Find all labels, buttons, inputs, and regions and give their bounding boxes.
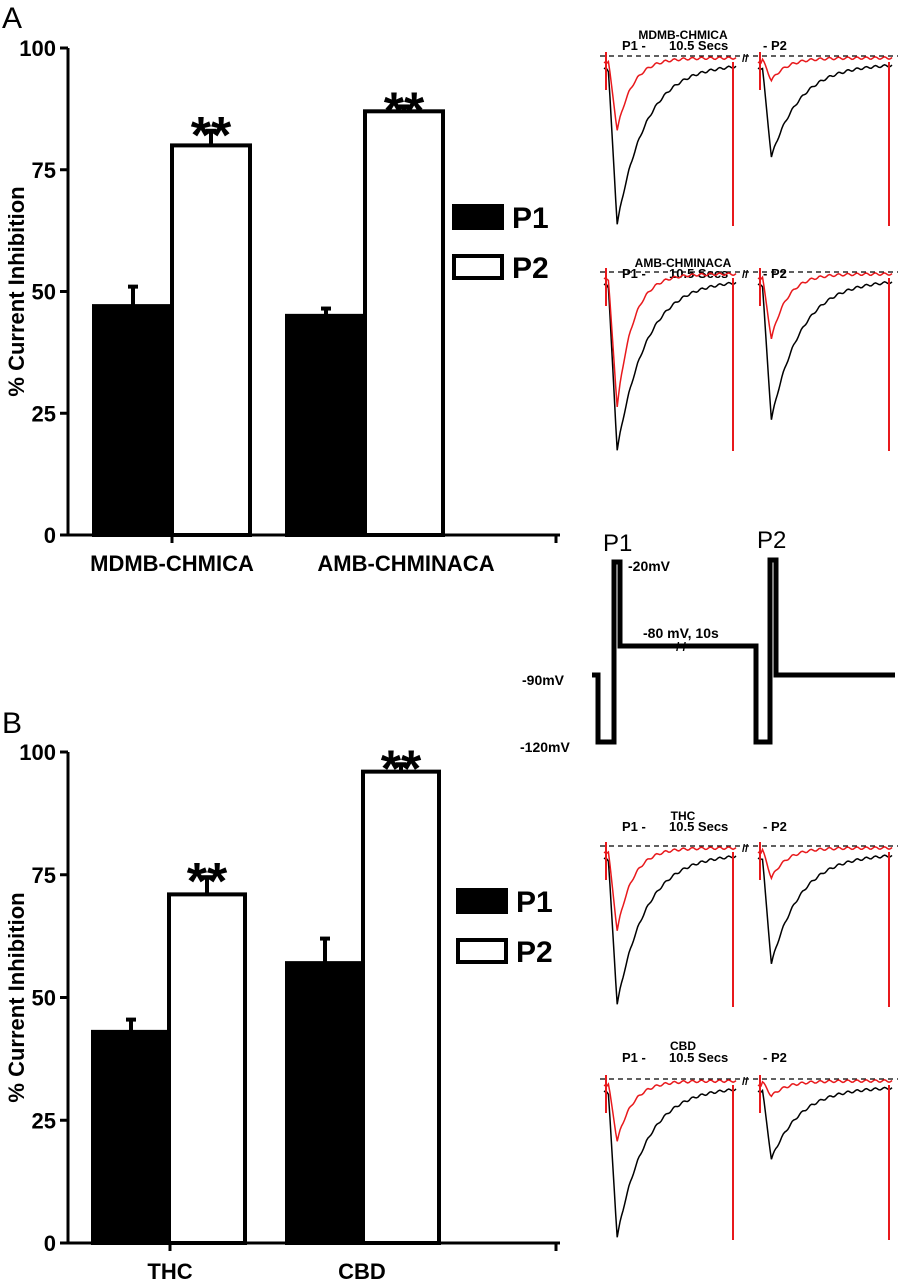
trace-p1-label: P1 - — [622, 38, 646, 53]
significance-stars: ** — [191, 107, 232, 165]
y-tick-label: 25 — [32, 401, 56, 426]
trace-p1-label: P1 - — [622, 1050, 646, 1065]
drug-trace-p2 — [757, 1078, 893, 1098]
legend-label-p1: P1 — [516, 886, 553, 919]
category-label: MDMB-CHMICA — [90, 551, 254, 576]
trace-break-mark: // — [742, 53, 748, 65]
trace-p2-label: - P2 — [763, 38, 787, 53]
control-trace-p1 — [603, 855, 737, 1005]
bar-chart-b: 0 25 50 75 100 % Current Inhibition ** THC ** CBD… — [4, 740, 560, 1280]
control-trace-p2 — [757, 280, 893, 420]
protocol-interpulse-label: -80 mV, 10s — [643, 625, 719, 641]
y-tick-label: 75 — [32, 158, 56, 183]
drug-trace-p1 — [603, 846, 737, 931]
protocol-holding-label: -90mV — [522, 672, 565, 688]
bar-chart-a: 0 25 50 75 100 % Current Inhibition ** MDMB-CHM… — [4, 36, 560, 576]
control-trace-p1 — [603, 1088, 737, 1238]
y-tick-label: 75 — [32, 863, 56, 888]
trace-title: MDMB-CHMICA — [638, 28, 728, 42]
trace-interval-label: 10.5 Secs — [669, 266, 728, 281]
protocol-depol-label: -20mV — [628, 558, 671, 574]
legend-swatch-p2 — [456, 938, 508, 964]
trace-title: THC — [671, 809, 696, 823]
control-trace-p2 — [757, 854, 893, 964]
y-tick-label: 25 — [32, 1108, 56, 1133]
trace-p2-label: - P2 — [763, 266, 787, 281]
significance-stars: ** — [381, 740, 422, 798]
bar-p1 — [285, 313, 367, 537]
drug-trace-p1 — [603, 272, 737, 407]
legend-label-p1: P1 — [512, 202, 549, 235]
trace-title: AMB-CHMINACA — [635, 256, 732, 270]
trace-p1-label: P1 - — [622, 266, 646, 281]
bar-p2 — [170, 143, 252, 537]
legend-swatch-p1 — [452, 204, 504, 230]
y-tick-label: 0 — [44, 1231, 56, 1256]
trace-p1-label: P1 - — [622, 819, 646, 834]
control-trace-p2 — [757, 1086, 893, 1160]
drug-trace-p2 — [757, 55, 893, 83]
trace-p2-label: - P2 — [763, 1050, 787, 1065]
significance-stars: ** — [384, 82, 425, 140]
drug-trace-p1 — [603, 56, 737, 131]
drug-trace-p1 — [603, 1079, 737, 1142]
control-trace-p1 — [603, 281, 737, 451]
trace-break-mark: // — [742, 269, 748, 281]
category-label: AMB-CHMINACA — [317, 551, 494, 576]
drug-trace-p2 — [757, 845, 893, 881]
bar-p1 — [285, 961, 365, 1245]
bar-p2 — [361, 769, 441, 1245]
y-tick-label: 0 — [44, 523, 56, 548]
protocol-p2-label: P2 — [757, 527, 786, 554]
significance-stars: ** — [187, 853, 228, 911]
category-label: CBD — [338, 1259, 386, 1280]
panel-b-letter: B — [2, 707, 22, 740]
trace-interval-label: 10.5 Secs — [669, 1050, 728, 1065]
legend-label-p2: P2 — [516, 936, 553, 969]
legend-swatch-p2 — [452, 254, 504, 280]
trace-interval-label: 10.5 Secs — [669, 819, 728, 834]
protocol-p1-label: P1 — [603, 530, 632, 557]
control-trace-p2 — [757, 63, 893, 158]
y-tick-label: 50 — [32, 280, 56, 305]
y-tick-label: 100 — [19, 740, 56, 765]
bar-p1 — [91, 1029, 171, 1245]
trace-panel: CBD P1 - 10.5 Secs - P2 // — [600, 1039, 898, 1240]
panel-a-letter: A — [2, 2, 22, 35]
trace-p2-label: - P2 — [763, 819, 787, 834]
category-label: THC — [147, 1259, 192, 1280]
legend-swatch-p1 — [456, 888, 508, 914]
control-trace-p1 — [603, 65, 737, 225]
voltage-protocol: / / P1 P2 -20mV -80 mV, 10s -90mV -120mV — [520, 527, 895, 755]
legend-label-p2: P2 — [512, 252, 549, 285]
trace-break-mark: // — [742, 843, 748, 855]
trace-break-mark: // — [742, 1076, 748, 1088]
trace-title: CBD — [670, 1039, 696, 1053]
y-tick-label: 50 — [32, 986, 56, 1011]
protocol-break-mark: / / — [676, 640, 687, 654]
bar-p1 — [92, 304, 174, 537]
trace-interval-label: 10.5 Secs — [669, 38, 728, 53]
y-axis-label: % Current Inhibition — [4, 892, 29, 1102]
trace-panel: THC P1 - 10.5 Secs - P2 // — [600, 809, 898, 1007]
protocol-waveform — [592, 557, 895, 745]
bar-p2 — [363, 109, 445, 537]
y-axis-label: % Current Inhibition — [4, 186, 29, 396]
y-tick-label: 100 — [19, 36, 56, 61]
bar-p2 — [167, 892, 247, 1245]
protocol-hyperpol-label: -120mV — [520, 739, 570, 755]
drug-trace-p2 — [757, 272, 893, 340]
